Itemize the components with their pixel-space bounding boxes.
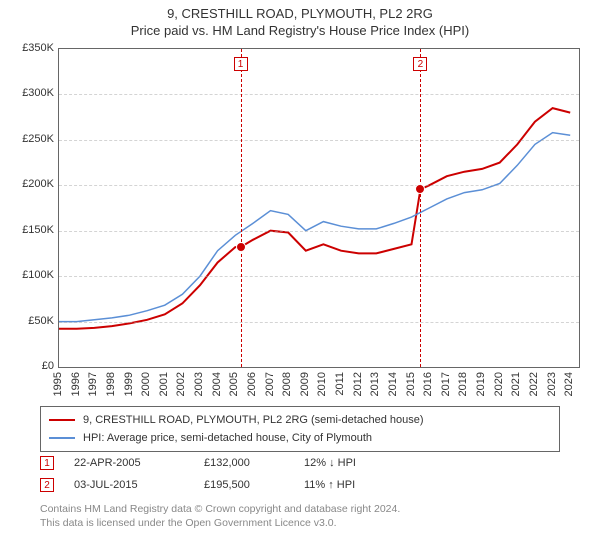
legend-item: 9, CRESTHILL ROAD, PLYMOUTH, PL2 2RG (se… xyxy=(49,411,551,429)
footer-line: This data is licensed under the Open Gov… xyxy=(40,516,560,530)
marker-badge: 2 xyxy=(40,478,54,492)
x-axis-label: 2006 xyxy=(246,372,258,396)
x-axis-label: 2012 xyxy=(352,372,364,396)
y-axis-label: £50K xyxy=(10,315,54,327)
transaction-diff: 12% ↓ HPI xyxy=(304,457,424,469)
title-address: 9, CRESTHILL ROAD, PLYMOUTH, PL2 2RG xyxy=(0,6,600,21)
x-axis-label: 2003 xyxy=(193,372,205,396)
legend-item: HPI: Average price, semi-detached house,… xyxy=(49,429,551,447)
gridline xyxy=(59,322,579,323)
legend: 9, CRESTHILL ROAD, PLYMOUTH, PL2 2RG (se… xyxy=(40,406,560,452)
x-axis-label: 2016 xyxy=(422,372,434,396)
legend-swatch xyxy=(49,419,75,421)
x-axis-label: 2013 xyxy=(369,372,381,396)
marker-vline-label: 2 xyxy=(413,57,427,71)
x-axis-label: 1998 xyxy=(105,372,117,396)
transaction-price: £195,500 xyxy=(204,479,284,491)
y-axis-label: £150K xyxy=(10,224,54,236)
marker-point xyxy=(415,184,425,194)
marker-vline xyxy=(420,49,421,367)
x-axis-label: 2001 xyxy=(158,372,170,396)
legend-label: 9, CRESTHILL ROAD, PLYMOUTH, PL2 2RG (se… xyxy=(83,414,424,426)
series-line-hpi xyxy=(59,133,570,322)
plot-area: 12 xyxy=(58,48,580,368)
transaction-date: 22-APR-2005 xyxy=(74,457,184,469)
gridline xyxy=(59,140,579,141)
series-line-price_paid xyxy=(59,108,570,329)
y-axis-label: £350K xyxy=(10,42,54,54)
chart-area: 12 £0£50K£100K£150K£200K£250K£300K£350K1… xyxy=(10,48,590,398)
transaction-date: 03-JUL-2015 xyxy=(74,479,184,491)
x-axis-label: 2002 xyxy=(175,372,187,396)
x-axis-label: 2011 xyxy=(334,372,346,396)
x-axis-label: 2007 xyxy=(264,372,276,396)
gridline xyxy=(59,185,579,186)
marker-point xyxy=(236,242,246,252)
x-axis-label: 2017 xyxy=(440,372,452,396)
x-axis-label: 1996 xyxy=(70,372,82,396)
transaction-diff: 11% ↑ HPI xyxy=(304,479,424,491)
gridline xyxy=(59,94,579,95)
title-subtitle: Price paid vs. HM Land Registry's House … xyxy=(0,23,600,38)
title-block: 9, CRESTHILL ROAD, PLYMOUTH, PL2 2RG Pri… xyxy=(0,0,600,38)
x-axis-label: 2024 xyxy=(563,372,575,396)
marker-badge: 1 xyxy=(40,456,54,470)
x-axis-label: 2000 xyxy=(140,372,152,396)
x-axis-label: 2023 xyxy=(546,372,558,396)
x-axis-label: 1997 xyxy=(87,372,99,396)
gridline xyxy=(59,276,579,277)
transaction-price: £132,000 xyxy=(204,457,284,469)
x-axis-label: 2004 xyxy=(211,372,223,396)
chart-container: 9, CRESTHILL ROAD, PLYMOUTH, PL2 2RG Pri… xyxy=(0,0,600,560)
footer-line: Contains HM Land Registry data © Crown c… xyxy=(40,502,560,516)
y-axis-label: £250K xyxy=(10,133,54,145)
x-axis-label: 2015 xyxy=(405,372,417,396)
transaction-row: 1 22-APR-2005 £132,000 12% ↓ HPI xyxy=(40,452,560,474)
y-axis-label: £0 xyxy=(10,360,54,372)
legend-label: HPI: Average price, semi-detached house,… xyxy=(83,432,372,444)
x-axis-label: 2018 xyxy=(457,372,469,396)
line-layer xyxy=(59,49,579,367)
x-axis-label: 2022 xyxy=(528,372,540,396)
y-axis-label: £100K xyxy=(10,269,54,281)
legend-swatch xyxy=(49,437,75,439)
x-axis-label: 2014 xyxy=(387,372,399,396)
marker-vline-label: 1 xyxy=(234,57,248,71)
x-axis-label: 2005 xyxy=(228,372,240,396)
footer-attribution: Contains HM Land Registry data © Crown c… xyxy=(40,502,560,530)
y-axis-label: £200K xyxy=(10,178,54,190)
x-axis-label: 1999 xyxy=(123,372,135,396)
gridline xyxy=(59,231,579,232)
x-axis-label: 2020 xyxy=(493,372,505,396)
transaction-table: 1 22-APR-2005 £132,000 12% ↓ HPI 2 03-JU… xyxy=(40,452,560,496)
x-axis-label: 2008 xyxy=(281,372,293,396)
x-axis-label: 1995 xyxy=(52,372,64,396)
x-axis-label: 2009 xyxy=(299,372,311,396)
x-axis-label: 2019 xyxy=(475,372,487,396)
y-axis-label: £300K xyxy=(10,87,54,99)
transaction-row: 2 03-JUL-2015 £195,500 11% ↑ HPI xyxy=(40,474,560,496)
marker-vline xyxy=(241,49,242,367)
x-axis-label: 2010 xyxy=(316,372,328,396)
x-axis-label: 2021 xyxy=(510,372,522,396)
